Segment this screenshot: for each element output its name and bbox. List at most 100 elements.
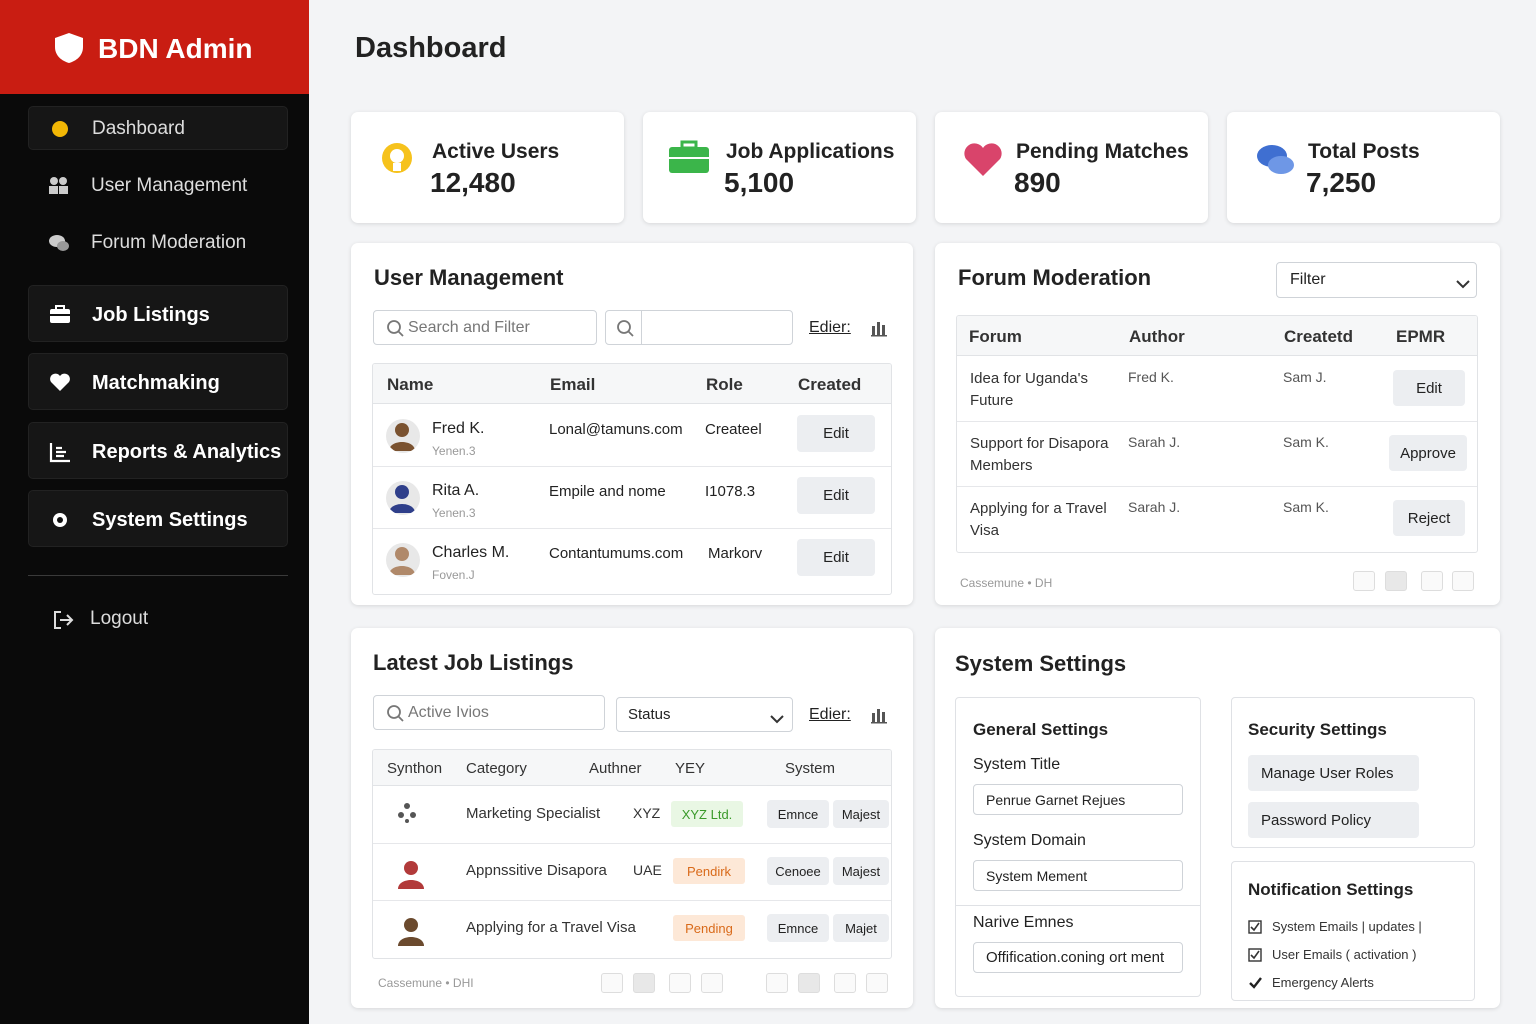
stat-label: Active Users	[432, 140, 560, 163]
user-name: Fred K.	[432, 420, 485, 437]
nav-item[interactable]: System Settings	[28, 490, 288, 547]
field-input[interactable]: System Mement	[973, 860, 1183, 891]
table: Name Email Role Created Fred K. Yenen.3 Lonal@…	[372, 363, 892, 595]
page-title: Dashboard	[355, 32, 507, 64]
search-box[interactable]	[605, 310, 793, 345]
field-input[interactable]: Offification.coning ort ment	[973, 942, 1183, 973]
action-button[interactable]: Cenoee	[767, 857, 829, 885]
divider	[956, 905, 1200, 906]
logout-icon	[54, 611, 74, 629]
chart-icon[interactable]	[871, 320, 887, 342]
action-button[interactable]: Emnce	[767, 914, 829, 942]
chart-icon[interactable]	[871, 707, 887, 729]
field-label: System Domain	[973, 832, 1086, 849]
job-category: Marketing Specialist	[466, 805, 601, 822]
forum-author: Sarah J.	[1128, 434, 1181, 450]
pagination-button[interactable]	[601, 973, 623, 993]
stat-label: Total Posts	[1308, 140, 1420, 163]
logout-label: Logout	[90, 608, 149, 629]
nav-item[interactable]: Job Listings	[28, 285, 288, 342]
row-divider	[957, 421, 1477, 422]
nav-item[interactable]: Matchmaking	[28, 353, 288, 410]
status-select[interactable]: Status	[616, 697, 793, 732]
status-badge: Pendirk	[673, 858, 745, 884]
job-author: UAE	[633, 862, 662, 878]
pagination-button[interactable]	[1385, 571, 1407, 591]
brand-bar: BDN Admin	[0, 0, 309, 94]
general-settings: General Settings System Title Penrue Garne…	[955, 697, 1201, 997]
nav-item[interactable]: Reports & Analytics	[28, 422, 288, 479]
checkbox-label: User Emails ( activation )	[1272, 947, 1417, 962]
stat-icon	[667, 139, 713, 184]
edit-link[interactable]: Edier:	[809, 706, 851, 723]
row-divider	[957, 486, 1477, 487]
job-icon	[395, 800, 427, 837]
user-sub: Yenen.3	[432, 444, 476, 458]
settings-button[interactable]: Password Policy	[1248, 802, 1419, 838]
nav-label: Matchmaking	[92, 371, 220, 394]
edit-link[interactable]: Edier:	[809, 319, 851, 336]
pagination-button[interactable]	[866, 973, 888, 993]
card-title: Forum Moderation	[958, 265, 1152, 290]
brand-shield	[55, 33, 83, 63]
filter-select[interactable]: Filter	[1276, 262, 1477, 298]
table-header	[957, 316, 1477, 356]
edit-button[interactable]: Edit	[797, 539, 875, 576]
action-button[interactable]: Edit	[1393, 370, 1465, 406]
status-badge: XYZ Ltd.	[671, 801, 743, 827]
nav-item[interactable]: Dashboard	[28, 106, 288, 150]
job-category: Appnssitive Disapora	[466, 862, 607, 879]
action-button[interactable]: Majest	[833, 857, 889, 885]
nav-item[interactable]: Forum Moderation	[28, 221, 288, 265]
pagination-button[interactable]	[1452, 571, 1474, 591]
field-input[interactable]: Penrue Garnet Rejues	[973, 784, 1183, 815]
column-header: Synthon	[387, 760, 443, 777]
user-email: Lonal@tamuns.com	[549, 421, 683, 438]
pagination-button[interactable]	[798, 973, 820, 993]
divider	[28, 575, 288, 576]
job-listings-card: Latest Job Listings Active Ivios Status Edi…	[351, 628, 913, 1008]
user-role: Createel	[705, 421, 762, 438]
checkbox[interactable]	[1248, 948, 1263, 968]
table: Synthon Category Authner YEY System Marketing…	[372, 749, 892, 959]
column-header: Author	[1129, 327, 1185, 346]
pagination-button[interactable]	[701, 973, 723, 993]
checkbox[interactable]	[1248, 976, 1263, 996]
stat-icon	[963, 142, 1009, 187]
checkbox[interactable]	[1248, 920, 1263, 940]
pagination-button[interactable]	[766, 973, 788, 993]
forum-created: Sam K.	[1283, 434, 1329, 450]
job-icon	[395, 857, 427, 894]
row-divider	[373, 528, 891, 529]
nav-item[interactable]: User Management	[28, 164, 288, 208]
edit-button[interactable]: Edit	[797, 477, 875, 514]
pagination-button[interactable]	[669, 973, 691, 993]
forum-moderation-card: Forum Moderation Filter Forum Author Createt…	[935, 243, 1500, 605]
column-header: Category	[466, 760, 527, 777]
search-input[interactable]: Search and Filter	[373, 310, 597, 345]
column-header: Forum	[969, 327, 1022, 346]
pagination-button[interactable]	[1353, 571, 1375, 591]
search-icon	[386, 704, 404, 727]
stat-value: 890	[1014, 167, 1061, 198]
action-button[interactable]: Approve	[1389, 435, 1467, 471]
column-header: Created	[798, 375, 862, 394]
pagination-button[interactable]	[1421, 571, 1443, 591]
chevron	[1455, 276, 1471, 294]
stat-value: 5,100	[724, 167, 795, 198]
column-header: Email	[550, 375, 596, 394]
user-role: Markorv	[708, 545, 763, 562]
search-input[interactable]: Active Ivios	[373, 695, 605, 730]
pagination-button[interactable]	[633, 973, 655, 993]
stat-icon	[379, 142, 425, 187]
logout[interactable]: Logout	[48, 608, 288, 634]
action-button[interactable]: Emnce	[767, 800, 829, 828]
settings-button[interactable]: Manage User Roles	[1248, 755, 1419, 791]
security-settings: Security Settings Manage User Roles Passwo…	[1231, 697, 1475, 848]
action-button[interactable]: Majest	[833, 800, 889, 828]
pagination-button[interactable]	[834, 973, 856, 993]
action-button[interactable]: Reject	[1393, 500, 1465, 536]
edit-button[interactable]: Edit	[797, 415, 875, 452]
action-button[interactable]: Majet	[833, 914, 889, 942]
nav-icon	[49, 509, 71, 536]
